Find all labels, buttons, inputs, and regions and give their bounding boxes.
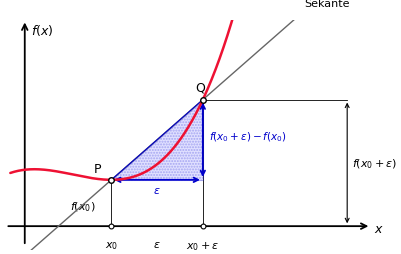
Text: $x_0$: $x_0$ (105, 239, 118, 251)
Text: $f(x_0 + \varepsilon)$: $f(x_0 + \varepsilon)$ (352, 156, 397, 170)
Text: Sekante: Sekante (304, 0, 349, 9)
Text: $f(x_0 + \varepsilon) - f(x_0)$: $f(x_0 + \varepsilon) - f(x_0)$ (209, 130, 286, 143)
Text: $\varepsilon$: $\varepsilon$ (153, 185, 161, 195)
Text: $f(x)$: $f(x)$ (30, 23, 53, 37)
Polygon shape (111, 100, 203, 180)
Text: P: P (93, 162, 101, 175)
Text: $x_0 + \varepsilon$: $x_0 + \varepsilon$ (186, 239, 219, 252)
Text: $f(x_0)$: $f(x_0)$ (70, 200, 95, 213)
Text: $\varepsilon$: $\varepsilon$ (153, 239, 161, 249)
Text: Q: Q (195, 82, 205, 94)
Text: $x$: $x$ (374, 222, 383, 235)
